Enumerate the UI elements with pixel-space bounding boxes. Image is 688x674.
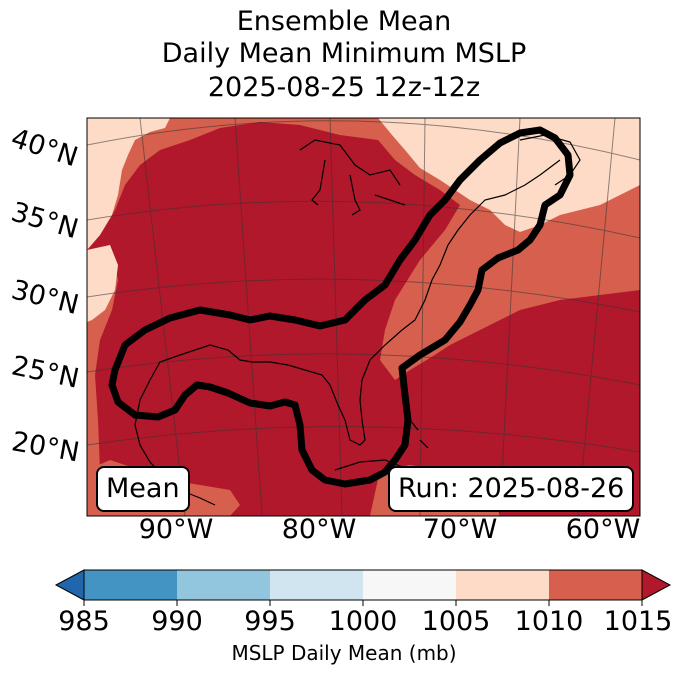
- colorbar-tick-985: 985: [58, 606, 110, 637]
- colorbar-tick-1005: 1005: [421, 606, 491, 637]
- colorbar: [54, 569, 672, 606]
- great-lakes: [299, 139, 406, 216]
- lon-label-70w: 70°W: [422, 514, 498, 545]
- colorbar-over-arrow: [641, 569, 672, 601]
- title-line-1: Ensemble Mean: [236, 6, 452, 37]
- fill-1005-1010-northeast: [378, 118, 640, 232]
- colorbar-tick-995: 995: [244, 606, 296, 637]
- colorbar-tick-1015: 1015: [603, 606, 673, 637]
- title-line-3: 2025-08-25 12z-12z: [207, 72, 481, 103]
- map-frame: [86, 117, 641, 517]
- colorbar-segment-1005-1010: [456, 570, 549, 600]
- colorbar-segment-1000-1005: [363, 570, 456, 600]
- lon-label-90w: 90°W: [138, 514, 214, 545]
- run-date-box: Run: 2025-08-26: [388, 466, 635, 512]
- atlantic-coast: [134, 159, 561, 506]
- fill-1005-1010-west: [87, 245, 118, 322]
- colorbar-under-arrow: [54, 569, 85, 601]
- colorbar-segment-995-1000: [270, 570, 363, 600]
- lon-label-60w: 60°W: [565, 514, 641, 545]
- colorbar-title: MSLP Daily Mean (mb): [231, 641, 457, 665]
- mslp-1015-contour: [108, 126, 574, 488]
- title-line-2: Daily Mean Minimum MSLP: [161, 38, 527, 69]
- colorbar-tick-1000: 1000: [328, 606, 398, 637]
- colorbar-segment-1010-1015: [549, 570, 642, 600]
- lon-label-80w: 80°W: [281, 514, 357, 545]
- colorbar-tick-990: 990: [151, 606, 203, 637]
- mean-label-box: Mean: [96, 466, 190, 512]
- colorbar-segment-990-995: [177, 570, 270, 600]
- colorbar-segment-985-990: [84, 570, 177, 600]
- colorbar-tick-1010: 1010: [514, 606, 584, 637]
- graticule: [87, 118, 640, 516]
- bahamas: [409, 419, 429, 449]
